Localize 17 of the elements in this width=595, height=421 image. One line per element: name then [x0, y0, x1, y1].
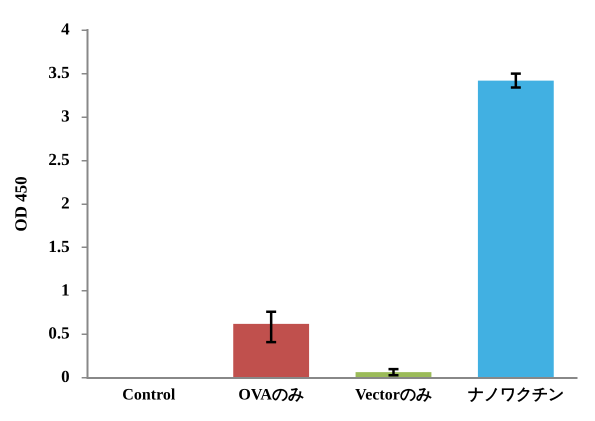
y-tick-label: 1	[61, 280, 70, 300]
y-axis-title: OD 450	[12, 176, 31, 232]
y-tick-label: 2.5	[48, 150, 70, 169]
y-tick-label: 2	[61, 193, 70, 212]
bar	[356, 372, 432, 378]
x-tick-label: ナノワクチン	[468, 386, 564, 404]
bar	[233, 324, 310, 378]
y-tick-label: 0	[61, 367, 70, 386]
x-tick-label: Control	[122, 386, 176, 404]
y-tick-label: 3.5	[48, 63, 70, 82]
y-tick-label: 4	[61, 20, 70, 39]
y-tick-label: 3	[61, 106, 70, 126]
x-tick-label: OVAのみ	[238, 386, 304, 404]
bar	[478, 80, 554, 378]
x-tick-label: Vectorのみ	[355, 386, 432, 404]
y-tick-label: 0.5	[48, 324, 70, 343]
y-tick-label: 1.5	[48, 236, 70, 256]
